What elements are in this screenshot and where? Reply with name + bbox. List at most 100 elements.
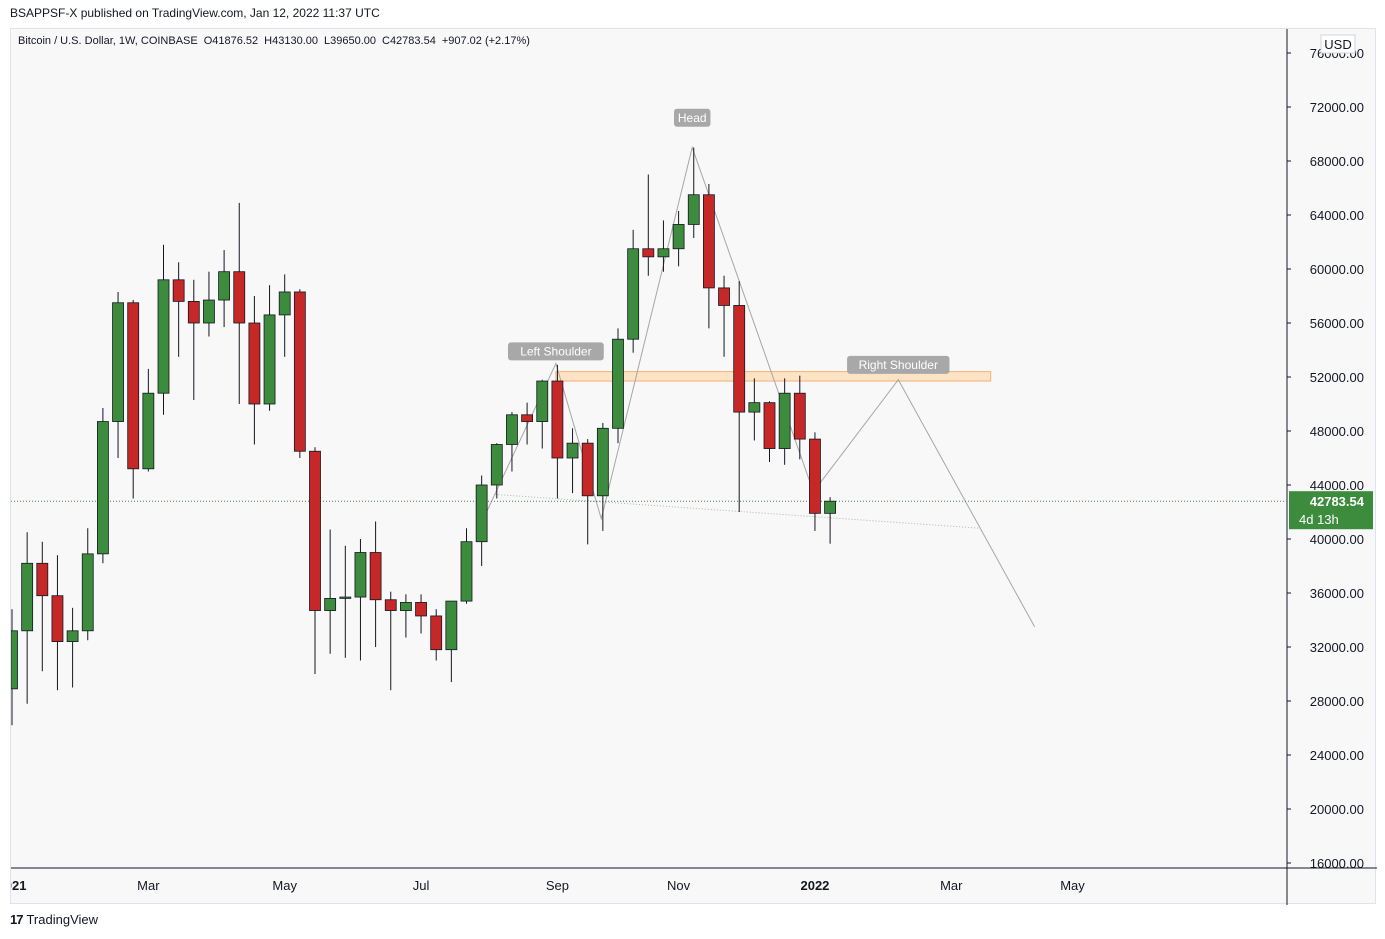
candle-body xyxy=(218,271,231,301)
candlestick-chart[interactable]: Left Shoulder Head Right Shoulder 16000.00… xyxy=(11,29,1377,905)
candle xyxy=(81,528,94,641)
candle-body xyxy=(793,392,806,440)
candle-body xyxy=(21,562,34,632)
price-axis: 16000.00 20000.00 24000.00 28000.00 32000.00… xyxy=(1287,34,1373,871)
tradingview-brand: TradingView xyxy=(26,912,99,927)
candle-body xyxy=(703,194,715,289)
candle-body xyxy=(81,553,94,632)
candle-body xyxy=(187,300,200,324)
currency-label: USD xyxy=(1324,37,1351,52)
pattern-label: Right Shoulder xyxy=(847,355,950,374)
pattern-label-text: Head xyxy=(678,111,707,125)
pattern-label: Head xyxy=(674,108,711,127)
pattern-label-bg xyxy=(847,355,950,374)
candle xyxy=(824,497,836,544)
time-tick-label: Nov xyxy=(667,878,691,893)
candle-body xyxy=(642,248,655,258)
candle-body xyxy=(687,194,700,225)
candle-body xyxy=(521,414,534,422)
candle xyxy=(309,447,321,674)
candle xyxy=(718,275,730,357)
last-price-label: 42783.54 xyxy=(1310,494,1365,509)
candle-body xyxy=(97,421,109,555)
candle-body xyxy=(127,302,140,470)
last-price-tag xyxy=(1289,491,1373,530)
time-tick-label: Sep xyxy=(546,878,569,893)
pattern-labels: Left Shoulder Head Right Shoulder xyxy=(507,108,950,374)
candle xyxy=(581,439,594,545)
candle-body xyxy=(112,302,124,422)
candle xyxy=(66,607,79,688)
candle xyxy=(21,532,34,704)
candle xyxy=(612,328,624,444)
candle xyxy=(293,289,306,458)
candle-body xyxy=(733,305,746,413)
candle xyxy=(703,183,715,329)
candle xyxy=(642,174,655,276)
time-tick-label: May xyxy=(272,878,297,893)
candle xyxy=(763,401,776,463)
price-tick-label: 64000.00 xyxy=(1310,208,1364,223)
price-tick-label: 72000.00 xyxy=(1310,100,1364,115)
candle-body xyxy=(748,402,761,413)
candle xyxy=(536,379,549,449)
candle-body xyxy=(369,552,382,601)
candle xyxy=(551,364,564,499)
candle xyxy=(339,545,352,658)
candle xyxy=(11,609,18,726)
candle xyxy=(627,229,640,353)
time-tick-label: Jul xyxy=(413,878,430,893)
candle-body xyxy=(233,271,246,324)
candle xyxy=(142,368,155,472)
candle-body xyxy=(718,287,730,306)
candle xyxy=(203,271,215,337)
candle xyxy=(263,285,276,411)
candle-body xyxy=(248,322,261,405)
candle xyxy=(793,375,806,460)
candle xyxy=(733,281,746,512)
tradingview-logo[interactable]: 17 TradingView xyxy=(10,912,98,927)
price-tick-label: 44000.00 xyxy=(1310,478,1364,493)
candle xyxy=(748,378,761,441)
candle-body xyxy=(430,615,443,651)
publisher-line: BSAPPSF-X published on TradingView.com, … xyxy=(10,6,380,20)
candle-body xyxy=(763,402,776,449)
legend-change: +907.02 (+2.17%) xyxy=(441,35,530,47)
candle xyxy=(36,541,49,672)
candle-body xyxy=(157,279,170,394)
candle-body xyxy=(384,599,397,611)
candle xyxy=(157,244,170,415)
candle-body xyxy=(809,438,821,514)
candle-body xyxy=(506,414,518,445)
pattern-label-text: Left Shoulder xyxy=(520,344,591,358)
candle xyxy=(521,402,534,445)
candle xyxy=(415,594,427,634)
chart-frame[interactable]: Left Shoulder Head Right Shoulder 16000.00… xyxy=(10,28,1377,905)
price-tick-label: 40000.00 xyxy=(1310,532,1364,547)
candle-body xyxy=(11,630,18,690)
candle xyxy=(218,250,231,328)
candle-body xyxy=(203,299,215,324)
candle-body xyxy=(324,598,337,611)
candle xyxy=(384,591,397,691)
candle xyxy=(460,528,473,604)
time-tick-label: May xyxy=(1060,878,1085,893)
candles xyxy=(11,147,836,726)
price-tick-label: 20000.00 xyxy=(1310,802,1364,817)
pattern-label-text: Right Shoulder xyxy=(859,358,938,372)
price-tick-label: 16000.00 xyxy=(1310,856,1364,871)
candle xyxy=(687,147,700,238)
candle xyxy=(506,412,518,472)
candle xyxy=(657,220,670,272)
symbol-legend: Bitcoin / U.S. Dollar, 1W, COINBASE O4187… xyxy=(18,35,536,47)
candle-body xyxy=(672,224,685,250)
time-tick-label: 2022 xyxy=(800,878,829,893)
candle xyxy=(445,600,458,683)
candle-body xyxy=(824,500,836,514)
price-tick-label: 32000.00 xyxy=(1310,640,1364,655)
candle-body xyxy=(263,314,276,405)
price-tick-label: 56000.00 xyxy=(1310,316,1364,331)
candle xyxy=(778,378,791,465)
candle xyxy=(97,408,109,564)
candle xyxy=(278,274,291,357)
